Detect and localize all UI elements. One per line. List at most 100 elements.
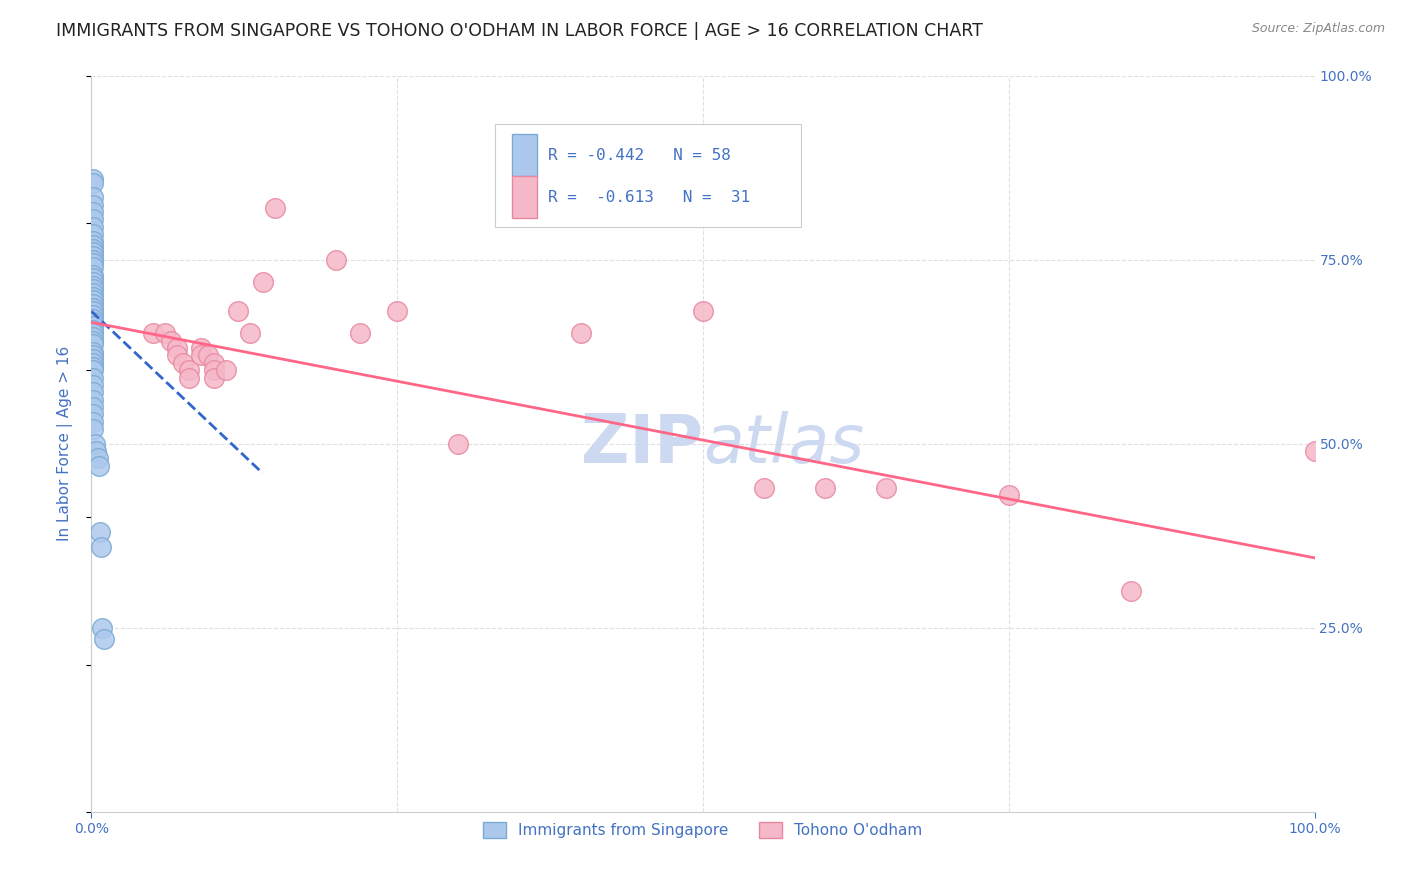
Text: atlas: atlas — [703, 411, 865, 476]
Point — [82, 278, 104, 293]
Point — [82, 352, 104, 367]
Point — [82, 205, 104, 219]
Point — [82, 252, 104, 267]
Point — [190, 341, 212, 355]
Point — [172, 356, 194, 370]
Point — [91, 621, 114, 635]
Point — [82, 311, 104, 326]
FancyBboxPatch shape — [495, 124, 801, 227]
Point — [754, 481, 776, 495]
Point — [84, 444, 107, 458]
Point — [153, 326, 176, 341]
Point — [82, 235, 104, 249]
Point — [82, 297, 104, 311]
Point — [82, 330, 104, 344]
Point — [82, 359, 104, 374]
Point — [82, 301, 104, 315]
Point — [82, 282, 104, 296]
Point — [202, 370, 225, 384]
Point — [82, 323, 104, 337]
Point — [82, 422, 104, 436]
FancyBboxPatch shape — [512, 177, 537, 219]
Point — [202, 363, 225, 377]
Point — [160, 334, 183, 348]
FancyBboxPatch shape — [512, 135, 537, 177]
Point — [385, 304, 409, 318]
Point — [1303, 444, 1326, 458]
Point — [82, 271, 104, 285]
Point — [190, 348, 212, 362]
Point — [82, 407, 104, 421]
Point — [82, 304, 104, 318]
Point — [82, 356, 104, 370]
Point — [82, 326, 104, 341]
Point — [197, 348, 219, 362]
Point — [82, 337, 104, 351]
Point — [82, 363, 104, 377]
Point — [349, 326, 371, 341]
Point — [692, 304, 714, 318]
Point — [82, 242, 104, 256]
Point — [82, 256, 104, 270]
Point — [166, 348, 188, 362]
Point — [82, 293, 104, 308]
Point — [569, 326, 592, 341]
Point — [87, 458, 110, 473]
Point — [82, 249, 104, 263]
Point — [239, 326, 262, 341]
Point — [82, 318, 104, 333]
Point — [215, 363, 238, 377]
Point — [82, 212, 104, 227]
Point — [82, 285, 104, 300]
Point — [82, 176, 104, 190]
Point — [82, 315, 104, 329]
Point — [82, 275, 104, 289]
Point — [93, 632, 115, 646]
Point — [82, 370, 104, 384]
Point — [1121, 584, 1143, 599]
Text: R =  -0.613   N =  31: R = -0.613 N = 31 — [548, 190, 749, 205]
Text: R = -0.442   N = 58: R = -0.442 N = 58 — [548, 148, 731, 163]
Point — [82, 238, 104, 252]
Point — [82, 348, 104, 362]
Point — [141, 326, 163, 341]
Point — [82, 392, 104, 407]
Point — [998, 488, 1021, 502]
Point — [82, 415, 104, 429]
Point — [875, 481, 898, 495]
Point — [90, 540, 112, 554]
Point — [179, 370, 201, 384]
Point — [202, 356, 225, 370]
Point — [325, 252, 347, 267]
Point — [82, 227, 104, 241]
Point — [814, 481, 837, 495]
Point — [82, 334, 104, 348]
Point — [89, 524, 111, 539]
Point — [252, 275, 274, 289]
Point — [82, 385, 104, 400]
Point — [82, 344, 104, 359]
Point — [179, 363, 201, 377]
Point — [82, 190, 104, 204]
Point — [82, 260, 104, 275]
Text: IMMIGRANTS FROM SINGAPORE VS TOHONO O'ODHAM IN LABOR FORCE | AGE > 16 CORRELATIO: IMMIGRANTS FROM SINGAPORE VS TOHONO O'OD… — [56, 22, 983, 40]
Point — [86, 451, 108, 466]
Point — [82, 245, 104, 260]
Legend: Immigrants from Singapore, Tohono O'odham: Immigrants from Singapore, Tohono O'odha… — [477, 816, 929, 845]
Point — [447, 436, 470, 450]
Point — [82, 171, 104, 186]
Point — [82, 289, 104, 303]
Point — [82, 400, 104, 414]
Point — [84, 436, 107, 450]
Point — [82, 378, 104, 392]
Point — [226, 304, 249, 318]
Point — [82, 219, 104, 234]
Point — [166, 341, 188, 355]
Point — [82, 197, 104, 211]
Point — [264, 202, 287, 216]
Point — [82, 268, 104, 282]
Text: ZIP: ZIP — [581, 411, 703, 476]
Text: Source: ZipAtlas.com: Source: ZipAtlas.com — [1251, 22, 1385, 36]
Point — [82, 308, 104, 322]
Y-axis label: In Labor Force | Age > 16: In Labor Force | Age > 16 — [56, 346, 73, 541]
